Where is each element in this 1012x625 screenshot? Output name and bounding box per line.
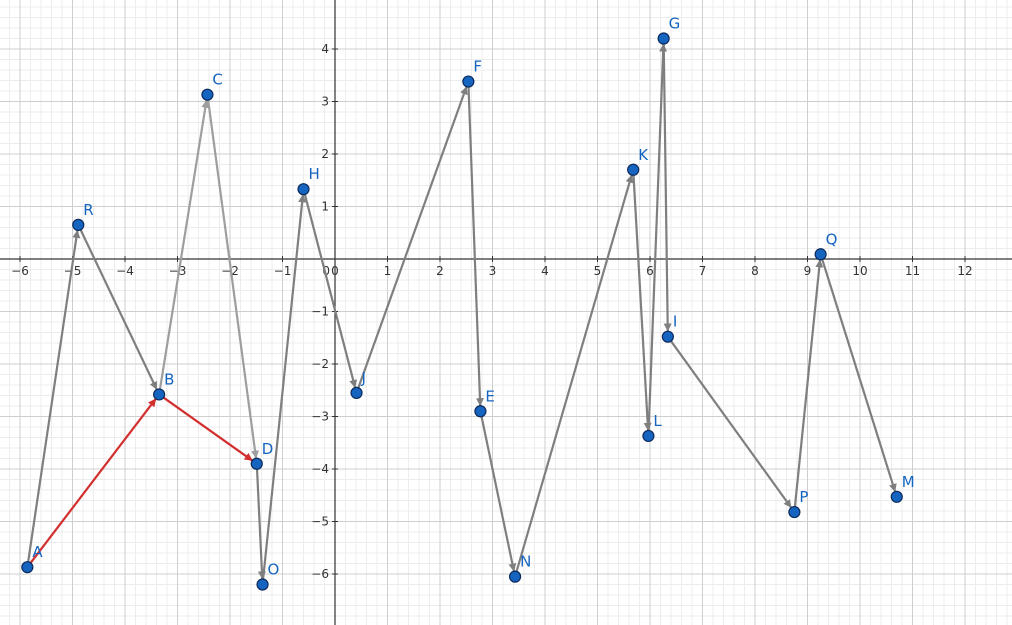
point-label-F: F [473, 58, 482, 76]
point-label-R: R [83, 201, 93, 219]
point-M[interactable] [890, 490, 903, 503]
vector-JF[interactable] [355, 86, 468, 394]
y-tick-label: 2 [321, 147, 329, 161]
y-tick-label: −5 [311, 515, 329, 529]
point-label-G: G [669, 15, 681, 33]
vector-PQ[interactable] [793, 259, 824, 513]
point-G[interactable] [657, 32, 670, 45]
x-tick-label: −6 [11, 264, 29, 278]
x-tick-label: 0 [331, 264, 339, 278]
point-F[interactable] [462, 75, 475, 88]
point-label-Q: Q [826, 230, 838, 248]
y-tick-label: 4 [321, 42, 329, 56]
point-B[interactable] [153, 388, 166, 401]
point-C[interactable] [201, 88, 214, 101]
point-Q[interactable] [814, 248, 827, 261]
vector-KL[interactable] [632, 169, 652, 431]
origin-label: 0 [322, 264, 330, 278]
point-label-H: H [309, 165, 320, 183]
y-tick-label: 3 [321, 95, 329, 109]
point-label-O: O [268, 561, 280, 579]
x-tick-label: −3 [169, 264, 187, 278]
x-tick-label: 5 [594, 264, 602, 278]
tick-labels: −6−5−4−3−2−10123456789101112−6−5−4−3−2−1… [11, 42, 972, 581]
x-tick-label: 11 [905, 264, 920, 278]
vector-CD[interactable] [206, 94, 260, 459]
vector-BD[interactable] [158, 393, 253, 462]
vector-EN[interactable] [479, 411, 517, 572]
point-label-B: B [164, 370, 174, 388]
y-tick-label: −1 [311, 305, 329, 319]
y-tick-label: −2 [311, 357, 329, 371]
points: A B C D E F G H I J K L M N O P Q R [21, 15, 915, 591]
vector-LG[interactable] [647, 43, 668, 436]
x-tick-label: 3 [489, 264, 497, 278]
vectors [26, 38, 897, 585]
y-tick-label: 1 [321, 200, 329, 214]
point-R[interactable] [72, 218, 85, 231]
point-label-L: L [653, 412, 662, 430]
vector-RB[interactable] [77, 224, 158, 390]
point-label-A: A [32, 543, 43, 561]
x-tick-label: −4 [116, 264, 134, 278]
vector-OH[interactable] [261, 194, 307, 585]
point-K[interactable] [627, 163, 640, 176]
point-label-D: D [262, 440, 274, 458]
x-tick-label: 8 [751, 264, 759, 278]
vector-BC[interactable] [158, 99, 210, 395]
y-tick-label: −4 [311, 462, 329, 476]
x-tick-label: 1 [384, 264, 392, 278]
x-tick-label: 12 [957, 264, 972, 278]
x-tick-label: 2 [436, 264, 444, 278]
x-tick-label: 6 [646, 264, 654, 278]
point-J[interactable] [350, 386, 363, 399]
x-tick-label: −1 [274, 264, 292, 278]
x-tick-label: 4 [541, 264, 549, 278]
vector-NK[interactable] [514, 174, 634, 577]
point-E[interactable] [474, 405, 487, 418]
point-H[interactable] [297, 183, 310, 196]
x-tick-label: 9 [804, 264, 812, 278]
y-tick-label: −3 [311, 410, 329, 424]
point-O[interactable] [256, 578, 269, 591]
point-label-M: M [902, 473, 915, 491]
vector-DO[interactable] [255, 463, 266, 580]
point-label-I: I [673, 313, 677, 331]
point-label-N: N [520, 553, 531, 571]
x-tick-label: 10 [852, 264, 867, 278]
vector-FE[interactable] [467, 81, 484, 407]
vector-HJ[interactable] [302, 188, 358, 388]
x-tick-label: 7 [699, 264, 707, 278]
point-L[interactable] [642, 429, 655, 443]
vector-IP[interactable] [666, 336, 793, 509]
point-D[interactable] [250, 457, 263, 470]
point-P[interactable] [788, 505, 801, 519]
point-I[interactable] [661, 330, 674, 343]
point-label-K: K [638, 146, 649, 164]
vector-AB[interactable] [26, 398, 157, 568]
point-label-E: E [485, 387, 494, 405]
vector-AR[interactable] [26, 229, 81, 568]
point-N[interactable] [508, 570, 522, 583]
point-label-P: P [799, 488, 808, 506]
vector-QM[interactable] [819, 253, 897, 492]
vector-GI[interactable] [662, 38, 672, 332]
point-label-J: J [361, 369, 366, 387]
point-label-C: C [212, 71, 222, 89]
point-A[interactable] [21, 561, 34, 574]
y-tick-label: −6 [311, 567, 329, 581]
